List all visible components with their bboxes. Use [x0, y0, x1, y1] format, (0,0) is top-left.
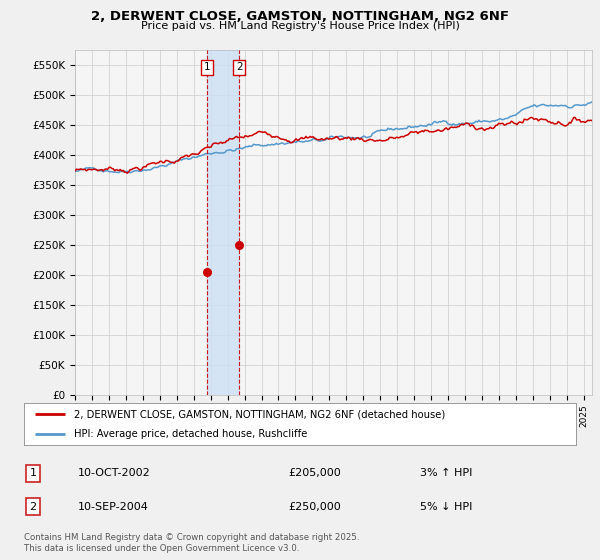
Text: Price paid vs. HM Land Registry's House Price Index (HPI): Price paid vs. HM Land Registry's House …	[140, 21, 460, 31]
Text: 10-SEP-2004: 10-SEP-2004	[78, 502, 149, 512]
Text: HPI: Average price, detached house, Rushcliffe: HPI: Average price, detached house, Rush…	[74, 429, 307, 438]
Text: 2, DERWENT CLOSE, GAMSTON, NOTTINGHAM, NG2 6NF: 2, DERWENT CLOSE, GAMSTON, NOTTINGHAM, N…	[91, 10, 509, 23]
Text: 2: 2	[29, 502, 37, 512]
Text: £205,000: £205,000	[288, 468, 341, 478]
Text: 5% ↓ HPI: 5% ↓ HPI	[420, 502, 472, 512]
Bar	[207, 50, 239, 395]
Text: 2, DERWENT CLOSE, GAMSTON, NOTTINGHAM, NG2 6NF (detached house): 2, DERWENT CLOSE, GAMSTON, NOTTINGHAM, N…	[74, 409, 445, 419]
Text: 1: 1	[203, 63, 210, 72]
Text: 10-OCT-2002: 10-OCT-2002	[78, 468, 151, 478]
Text: £250,000: £250,000	[288, 502, 341, 512]
Text: 3% ↑ HPI: 3% ↑ HPI	[420, 468, 472, 478]
Text: 1: 1	[29, 468, 37, 478]
Text: 2: 2	[236, 63, 242, 72]
Text: Contains HM Land Registry data © Crown copyright and database right 2025.
This d: Contains HM Land Registry data © Crown c…	[24, 533, 359, 553]
